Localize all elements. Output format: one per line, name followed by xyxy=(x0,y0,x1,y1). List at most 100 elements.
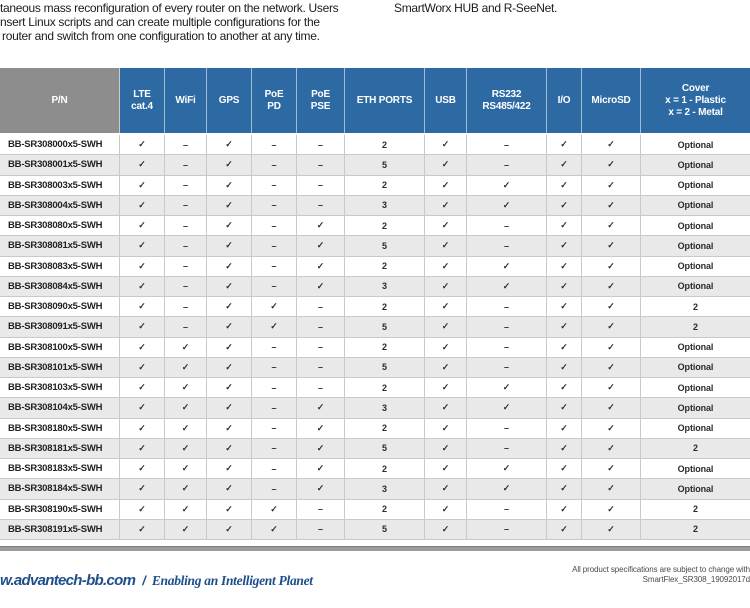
cell-rs232: – xyxy=(467,418,547,438)
check-icon: ✓ xyxy=(181,422,190,433)
cell-pn: BB-SR308083x5-SWH xyxy=(0,256,120,276)
cell-poe-pd: ✓ xyxy=(252,317,297,337)
cell-value: Optional xyxy=(677,362,714,373)
dash-icon: – xyxy=(318,342,323,353)
header-cell-io: I/O xyxy=(547,68,582,133)
cell-eth-ports: 2 xyxy=(345,459,425,479)
cell-lte: ✓ xyxy=(120,519,165,539)
cell-poe-pse: – xyxy=(297,175,345,195)
cell-pn: BB-SR308104x5-SWH xyxy=(0,398,120,418)
cell-eth-ports: 3 xyxy=(345,276,425,296)
cell-lte: ✓ xyxy=(120,236,165,256)
check-icon: ✓ xyxy=(607,301,615,312)
header-cell-lte: LTE cat.4 xyxy=(120,68,165,133)
check-icon: ✓ xyxy=(181,523,190,534)
cell-io: ✓ xyxy=(547,337,582,357)
check-icon: ✓ xyxy=(441,260,450,271)
cell-cover: Optional xyxy=(641,216,750,235)
header-cell-eth-ports: ETH PORTS xyxy=(345,68,425,133)
check-icon: ✓ xyxy=(441,523,450,534)
cell-io: ✓ xyxy=(547,479,582,499)
dash-icon: – xyxy=(271,423,277,434)
table-row: BB-SR308180x5-SWH ✓ ✓ ✓ – ✓ 2 ✓ – ✓ ✓ Optional xyxy=(0,418,750,439)
check-icon: ✓ xyxy=(607,199,615,210)
check-icon: ✓ xyxy=(441,301,450,312)
cell-eth-ports: 2 xyxy=(345,297,425,317)
cell-cover: Optional xyxy=(641,277,750,296)
cell-lte: ✓ xyxy=(120,135,165,155)
check-icon: ✓ xyxy=(560,523,568,534)
check-icon: ✓ xyxy=(441,442,450,453)
cell-microsd: ✓ xyxy=(582,297,641,317)
cell-value: Optional xyxy=(677,382,714,393)
table-row: BB-SR308091x5-SWH ✓ – ✓ ✓ – 5 ✓ – ✓ ✓ 2 xyxy=(0,317,750,338)
cell-microsd: ✓ xyxy=(582,378,641,398)
cell-cover: Optional xyxy=(641,236,750,255)
cell-io: ✓ xyxy=(547,438,582,458)
cell-value: 3 xyxy=(382,281,387,292)
intro-paragraph-left: taneous mass reconfiguration of every ro… xyxy=(0,1,385,43)
table-row: BB-SR308081x5-SWH ✓ – ✓ – ✓ 5 ✓ – ✓ ✓ Optional xyxy=(0,236,750,257)
cell-io: ✓ xyxy=(547,519,582,539)
cell-value: 2 xyxy=(693,321,698,332)
check-icon: ✓ xyxy=(138,503,146,514)
check-icon: ✓ xyxy=(441,382,450,393)
cell-value: 3 xyxy=(382,402,387,413)
check-icon: ✓ xyxy=(316,422,325,433)
cell-microsd: ✓ xyxy=(582,276,641,296)
check-icon: ✓ xyxy=(225,139,233,150)
cell-eth-ports: 2 xyxy=(345,337,425,357)
cell-lte: ✓ xyxy=(120,357,165,377)
cell-value: 2 xyxy=(693,524,698,535)
product-spec-table: P/N LTE cat.4 WiFi GPS PoE PD PoE PSE ETH PORTS US… xyxy=(0,68,750,540)
cell-poe-pse: – xyxy=(297,378,345,398)
cell-usb: ✓ xyxy=(425,499,467,519)
table-row: BB-SR308100x5-SWH ✓ ✓ ✓ – – 2 ✓ – ✓ ✓ Optional xyxy=(0,337,750,358)
cell-cover: Optional xyxy=(641,459,750,478)
cell-poe-pse: ✓ xyxy=(297,276,345,296)
check-icon: ✓ xyxy=(441,139,450,150)
cell-cover: 2 xyxy=(641,520,750,539)
cell-gps: ✓ xyxy=(207,519,252,539)
check-icon: ✓ xyxy=(270,503,278,514)
cell-microsd: ✓ xyxy=(582,256,641,276)
dash-icon: – xyxy=(271,443,277,454)
check-icon: ✓ xyxy=(225,260,233,271)
check-icon: ✓ xyxy=(138,159,146,170)
cell-wifi: – xyxy=(165,216,207,236)
website-link[interactable]: w.advantech-bb.com xyxy=(0,572,136,589)
check-icon: ✓ xyxy=(138,240,146,251)
cell-poe-pd: – xyxy=(252,216,297,236)
cell-gps: ✓ xyxy=(207,155,252,175)
check-icon: ✓ xyxy=(502,402,511,413)
check-icon: ✓ xyxy=(441,321,450,332)
cell-rs232: ✓ xyxy=(467,378,547,398)
dash-icon: – xyxy=(183,301,188,312)
check-icon: ✓ xyxy=(225,463,233,474)
check-icon: ✓ xyxy=(225,442,233,453)
table-row: BB-SR308183x5-SWH ✓ ✓ ✓ – ✓ 2 ✓ ✓ ✓ ✓ Optional xyxy=(0,459,750,480)
cell-wifi: – xyxy=(165,256,207,276)
header-cell-pn: P/N xyxy=(0,68,120,133)
cell-cover: 2 xyxy=(641,439,750,458)
cell-value: Optional xyxy=(677,463,714,474)
check-icon: ✓ xyxy=(138,442,146,453)
cell-poe-pse: – xyxy=(297,155,345,175)
cell-lte: ✓ xyxy=(120,276,165,296)
cell-value: Optional xyxy=(677,220,714,231)
cell-poe-pd: – xyxy=(252,398,297,418)
cell-usb: ✓ xyxy=(425,276,467,296)
cell-microsd: ✓ xyxy=(582,175,641,195)
cell-poe-pse: ✓ xyxy=(297,398,345,418)
intro-line: router and switch from one configuration… xyxy=(2,29,320,43)
cell-poe-pse: ✓ xyxy=(297,216,345,236)
cell-lte: ✓ xyxy=(120,155,165,175)
cell-cover: Optional xyxy=(641,419,750,438)
cell-value: 5 xyxy=(382,362,387,373)
cell-gps: ✓ xyxy=(207,195,252,215)
check-icon: ✓ xyxy=(316,442,325,453)
cell-wifi: ✓ xyxy=(165,357,207,377)
cell-poe-pse: – xyxy=(297,499,345,519)
table-row: BB-SR308003x5-SWH ✓ – ✓ – – 2 ✓ ✓ ✓ ✓ Optional xyxy=(0,175,750,196)
dash-icon: – xyxy=(318,180,323,191)
